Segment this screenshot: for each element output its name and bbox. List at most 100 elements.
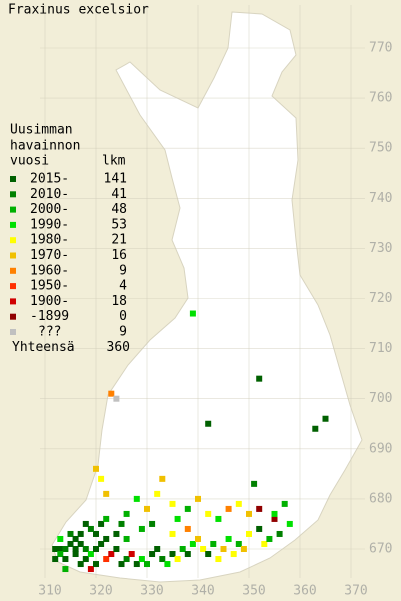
y-tick-label: 720 [369,291,392,306]
observation-square [256,375,263,382]
observation-square [82,546,89,552]
observation-square [225,535,232,542]
observation-square [149,551,156,558]
legend-count: 16 [111,248,127,263]
title: Fraxinus excelsior [8,3,149,18]
observation-square [93,465,99,472]
observation-square [169,500,176,507]
x-tick-label: 350 [242,584,265,599]
observation-square [87,551,94,558]
observation-square [159,556,166,563]
observation-square [256,505,263,512]
observation-square [169,530,176,537]
observation-square [246,530,252,537]
legend-count: 4 [119,279,127,294]
observation-square [57,535,64,542]
observation-square [205,551,212,558]
observation-square [77,540,84,547]
observation-square [123,535,130,542]
observation-square [108,551,115,558]
observation-square [52,546,59,552]
observation-square [57,551,64,558]
observation-square [93,546,99,552]
observation-square [189,310,196,317]
observation-square [210,540,217,547]
x-tick-label: 310 [38,584,61,599]
observation-square [98,540,105,547]
observation-square [159,475,166,482]
legend-label: 1960- [30,263,69,278]
legend-total-label: Yhteensä [12,340,75,355]
legend-swatch [10,176,16,182]
legend-label: 1970- [30,248,69,263]
observation-square [138,525,145,532]
observation-square [276,530,283,537]
observation-square [72,546,79,552]
legend-count: 0 [119,309,127,324]
x-tick-label: 320 [89,584,112,599]
observation-square [93,561,99,568]
y-tick-label: 740 [369,191,392,206]
observation-square [271,515,278,522]
legend-count: 9 [119,263,127,278]
observation-square [154,546,161,552]
legend-swatch [10,237,16,244]
observation-square [225,505,232,512]
legend-label: 1980- [30,233,69,248]
observation-square [62,556,69,563]
x-tick-label: 330 [140,584,163,599]
legend-label: -1899 [30,309,69,324]
observation-square [98,475,105,482]
observation-square [67,530,74,537]
legend-header: Uusimman [10,123,73,138]
legend-swatch [10,313,16,320]
observation-square [271,510,278,517]
observation-square [200,546,207,552]
observation-square [215,515,222,522]
observation-square [103,535,110,542]
y-tick-label: 730 [369,241,392,256]
observation-square [235,500,242,507]
observation-square [266,535,273,542]
observation-square [322,415,329,422]
x-tick-label: 360 [293,584,316,599]
legend-swatch [10,298,16,305]
observation-square [57,546,64,552]
x-tick-label: 370 [344,584,367,599]
observation-square [72,551,79,558]
observation-square [220,546,227,552]
legend-label: 1950- [30,279,69,294]
observation-square [215,556,222,563]
legend-swatch [10,221,16,228]
y-tick-label: 770 [369,41,392,56]
observation-square [195,495,201,502]
observation-square [118,520,125,527]
observation-square [123,556,130,563]
legend-label: 2015- [30,172,69,187]
observation-square [113,395,120,402]
legend: 2015- 141 2010- 41 2000- 48 1990- 53 1980- 21 1970… [10,172,130,355]
observation-square [154,490,161,497]
legend-header: vuosi [10,154,49,169]
observation-square [174,515,181,522]
observation-square [149,520,156,527]
legend-count: 21 [111,233,127,248]
legend-count: 18 [111,294,127,309]
legend-count: 9 [119,325,127,340]
observation-square [128,551,135,558]
observation-square [184,551,191,558]
observation-square [82,520,89,527]
observation-square [179,546,186,552]
observation-square [103,515,110,522]
observation-square [184,525,191,532]
observation-square [87,525,94,532]
legend-label: 1990- [30,217,69,232]
observation-square [195,535,201,542]
observations [52,310,329,573]
observation-square [113,546,120,552]
observation-square [87,566,94,573]
x-tick-label: 340 [191,584,214,599]
observation-square [240,546,247,552]
observation-square [118,561,125,568]
